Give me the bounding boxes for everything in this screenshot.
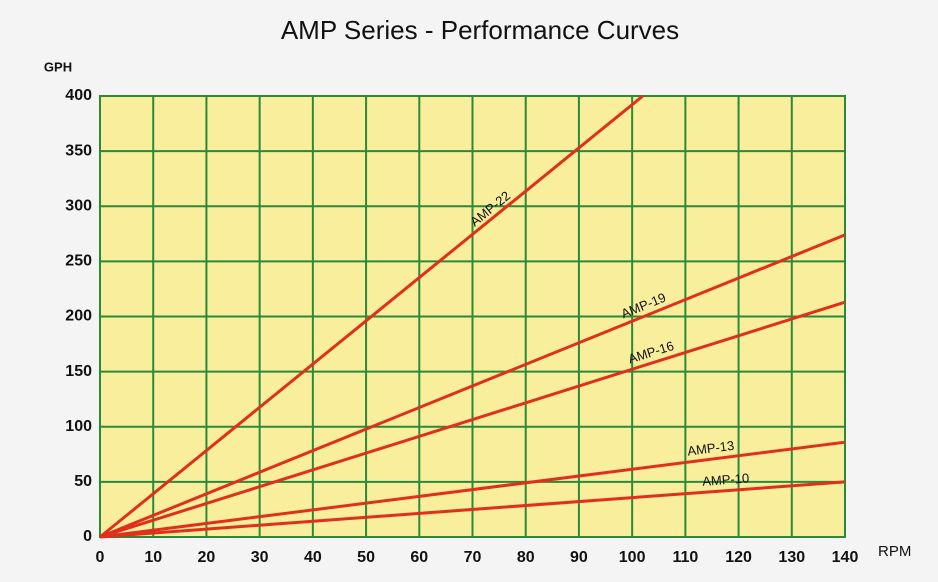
x-tick-label: 10 [144, 549, 162, 566]
x-tick-label: 120 [725, 549, 752, 566]
chart-title: AMP Series - Performance Curves [281, 15, 679, 45]
x-tick-label: 0 [96, 549, 105, 566]
x-tick-label: 30 [251, 549, 269, 566]
y-tick-label: 50 [74, 473, 92, 490]
line [99, 480, 846, 539]
x-tick-label: 100 [619, 549, 646, 566]
y-tick-label: 250 [65, 253, 92, 270]
line-label: AMP-13 [687, 438, 735, 459]
y-tick-label: 0 [83, 528, 92, 545]
x-tick-label: 110 [672, 549, 698, 566]
x-axis-label: RPM [878, 543, 911, 560]
line [99, 233, 846, 539]
y-tick-label: 100 [65, 418, 92, 435]
y-tick-label: 350 [65, 142, 92, 159]
x-tick-label: 50 [357, 549, 375, 566]
x-tick-label: 40 [304, 549, 322, 566]
line [99, 300, 846, 539]
x-tick-label: 130 [778, 549, 805, 566]
line [99, 440, 846, 539]
y-tick-label: 300 [65, 197, 92, 214]
y-tick-label: 150 [65, 363, 92, 380]
x-tick-label: 70 [464, 549, 482, 566]
x-tick-label: 20 [198, 549, 216, 566]
y-axis-label: GPH [44, 59, 72, 74]
y-tick-label: 200 [65, 308, 92, 325]
x-tick-label: 140 [832, 549, 859, 566]
line-label: AMP-10 [702, 470, 750, 488]
line [99, 94, 644, 539]
x-tick-label: 90 [570, 549, 588, 566]
x-tick-label: 60 [410, 549, 428, 566]
x-tick-label: 80 [517, 549, 535, 566]
y-tick-label: 400 [65, 87, 92, 104]
